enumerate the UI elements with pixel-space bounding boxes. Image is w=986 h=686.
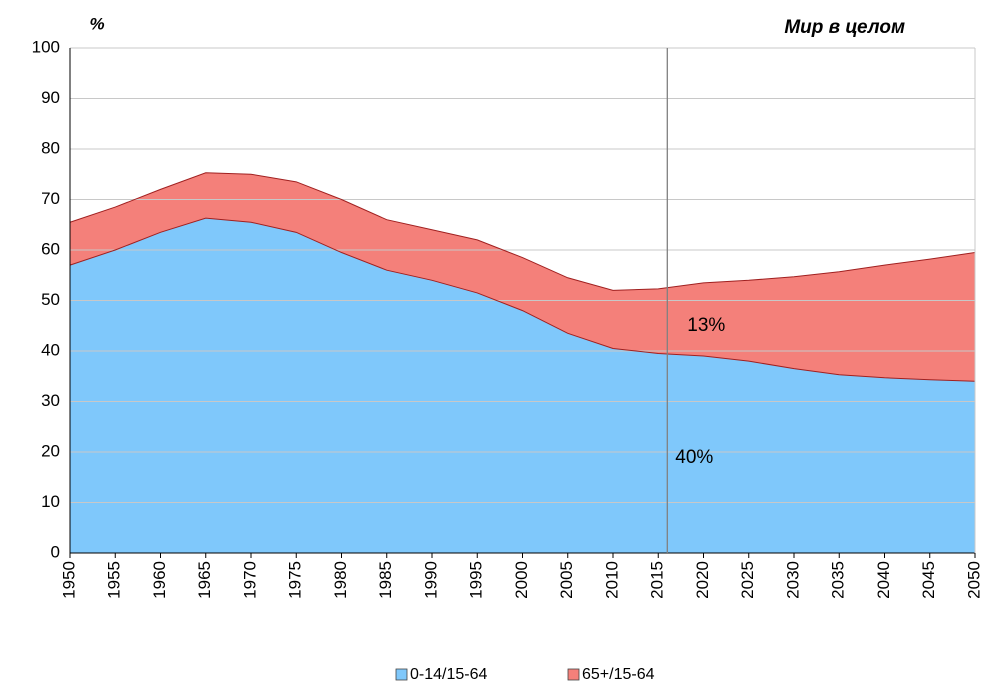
x-tick-label: 1995 [467, 561, 486, 599]
x-tick-label: 2040 [874, 561, 893, 599]
chart-title: Мир в целом [784, 17, 905, 38]
y-tick-label: 0 [51, 542, 60, 561]
x-tick-label: 2010 [602, 561, 621, 599]
area-edge [69, 172, 976, 291]
y-axis-label: % [89, 14, 104, 33]
x-tick-label: 1960 [150, 561, 169, 599]
x-tick-label: 1970 [240, 561, 259, 599]
y-tick-label: 80 [41, 138, 60, 157]
x-tick-label: 2030 [783, 561, 802, 599]
y-tick-label: 100 [32, 37, 60, 56]
y-tick-label: 30 [41, 391, 60, 410]
y-tick-label: 90 [41, 88, 60, 107]
x-tick-label: 1990 [421, 561, 440, 599]
area-edge [69, 217, 976, 382]
x-tick-label: 1950 [59, 561, 78, 599]
legend-swatch [395, 668, 408, 681]
x-tick-label: 2050 [964, 561, 983, 599]
x-tick-label: 2035 [829, 561, 848, 599]
y-tick-label: 10 [41, 492, 60, 511]
x-tick-label: 1955 [105, 561, 124, 599]
x-tick-label: 2025 [738, 561, 757, 599]
y-tick-label: 70 [41, 189, 60, 208]
x-tick-label: 1965 [195, 561, 214, 599]
legend-label: 65+/15-64 [582, 666, 655, 683]
annotation: 40% [675, 447, 713, 468]
x-tick-label: 1975 [286, 561, 305, 599]
x-tick-label: 1980 [331, 561, 350, 599]
y-tick-label: 60 [41, 239, 60, 258]
x-tick-label: 1985 [376, 561, 395, 599]
y-tick-label: 50 [41, 290, 60, 309]
annotation: 13% [687, 315, 725, 336]
y-tick-label: 40 [41, 340, 60, 359]
area [70, 218, 975, 553]
legend-swatch [567, 668, 580, 681]
x-tick-label: 2015 [648, 561, 667, 599]
area [70, 172, 975, 382]
x-tick-label: 2045 [919, 561, 938, 599]
legend-label: 0-14/15-64 [410, 666, 487, 683]
y-tick-label: 20 [41, 441, 60, 460]
x-tick-label: 2000 [512, 561, 531, 599]
x-tick-label: 2005 [557, 561, 576, 599]
x-tick-label: 2020 [693, 561, 712, 599]
